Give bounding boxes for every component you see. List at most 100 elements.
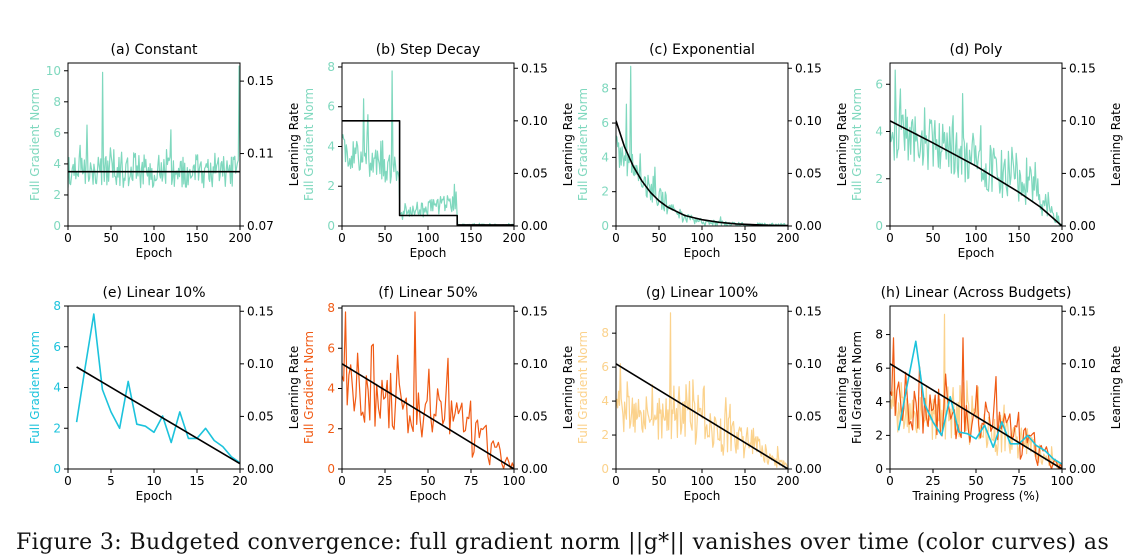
x-tick-label: 50 — [103, 231, 118, 245]
y-tick-label: 8 — [53, 299, 61, 313]
x-tick-label: 100 — [691, 474, 714, 488]
y-tick-label: 2 — [601, 185, 609, 199]
plot-area — [75, 313, 240, 465]
y2-tick-label: 0.05 — [247, 409, 274, 423]
x-tick-label: 75 — [1011, 474, 1026, 488]
y-tick-label: 6 — [53, 126, 61, 140]
x-tick-label: 0 — [338, 474, 346, 488]
y-tick-label: 4 — [875, 125, 883, 139]
y2-tick-label: 0.15 — [795, 61, 822, 75]
gradient-norm-line — [890, 69, 1062, 226]
x-tick-label: 150 — [734, 231, 757, 245]
y2-tick-label: 0.15 — [521, 304, 548, 318]
y-axis-label: Full Gradient Norm — [302, 331, 316, 444]
x-tick-label: 75 — [463, 474, 478, 488]
axes-frame — [67, 305, 241, 470]
y-tick-label: 0 — [875, 462, 883, 476]
y-tick-label: 2 — [875, 172, 883, 186]
chart-title: (c) Exponential — [649, 42, 755, 58]
x-axis-label: Epoch — [136, 246, 173, 260]
x-tick-label: 100 — [965, 231, 988, 245]
plot-area — [342, 311, 514, 469]
learning-rate-line — [342, 120, 514, 226]
x-axis-label: Epoch — [410, 246, 447, 260]
chart-title: (a) Constant — [111, 42, 198, 58]
plot-area — [890, 69, 1062, 226]
y-tick-label: 2 — [327, 422, 335, 436]
subplot-e: (e) Linear 10% 0 5 10 15 20 Epoch 0 2 4 6 8 Full Gra… — [28, 285, 301, 503]
y-tick-label: 0 — [53, 219, 61, 233]
y2-tick-label: 0.05 — [1069, 409, 1096, 423]
x-tick-label: 0 — [64, 231, 72, 245]
y-tick-label: 2 — [875, 428, 883, 442]
subplot-a: (a) Constant 0 50 100 150 200 Epoch 0 2 4 6 8 10 Full… — [28, 42, 301, 260]
x-tick-label: 25 — [377, 474, 392, 488]
x-tick-label: 150 — [186, 231, 209, 245]
y2-tick-label: 0.05 — [795, 166, 822, 180]
y2-tick-label: 0.00 — [247, 462, 274, 476]
learning-rate-line — [616, 363, 788, 469]
y-tick-label: 8 — [327, 60, 335, 74]
y-tick-label: 2 — [327, 179, 335, 193]
y-tick-label: 2 — [53, 188, 61, 202]
y2-axis-label: Learning Rate — [1109, 103, 1123, 186]
y2-tick-label: 0.00 — [795, 462, 822, 476]
axes-frame — [615, 305, 789, 470]
y2-tick-label: 0.10 — [1069, 357, 1096, 371]
y-axis-label: Full Gradient Norm — [28, 331, 42, 444]
x-tick-label: 0 — [612, 231, 620, 245]
x-tick-label: 150 — [734, 474, 757, 488]
y2-tick-label: 0.10 — [521, 114, 548, 128]
y-axis-label: Full Gradient Norm — [850, 88, 864, 201]
y-tick-label: 8 — [601, 326, 609, 340]
gradient-norm-line — [890, 313, 1062, 469]
y2-axis-label: Learning Rate — [561, 346, 575, 429]
chart-title: (g) Linear 100% — [646, 285, 758, 301]
y2-tick-label: 0.05 — [1069, 166, 1096, 180]
y2-tick-label: 0.15 — [247, 74, 274, 88]
y2-tick-label: 0.05 — [521, 166, 548, 180]
y2-tick-label: 0.15 — [247, 304, 274, 318]
y2-tick-label: 0.05 — [521, 409, 548, 423]
y2-tick-label: 0.05 — [795, 409, 822, 423]
chart-title: (d) Poly — [950, 42, 1003, 58]
y-tick-label: 6 — [601, 116, 609, 130]
gradient-norm-line — [68, 65, 240, 189]
y-axis-label: Full Gradient Norm — [28, 88, 42, 201]
x-axis-label: Epoch — [136, 489, 173, 503]
y-tick-label: 0 — [601, 462, 609, 476]
x-axis-label: Epoch — [684, 246, 721, 260]
y2-tick-label: 0.00 — [1069, 219, 1096, 233]
x-tick-label: 100 — [503, 474, 526, 488]
y-axis-label: Full Gradient Norm — [576, 331, 590, 444]
y-tick-label: 6 — [875, 361, 883, 375]
y2-tick-label: 0.11 — [247, 147, 274, 161]
gradient-norm-line — [897, 340, 1062, 465]
x-tick-label: 50 — [925, 231, 940, 245]
y-axis-label: Full Gradient Norm — [576, 88, 590, 201]
learning-rate-line — [342, 363, 514, 469]
learning-rate-line — [76, 366, 240, 465]
x-tick-label: 20 — [232, 474, 247, 488]
x-tick-label: 150 — [1008, 231, 1031, 245]
subplot-b: (b) Step Decay 0 50 100 150 200 Epoch 0 2 4 6 8 Full… — [302, 42, 575, 260]
plot-area — [890, 313, 1062, 469]
x-axis-label: Training Progress (%) — [912, 489, 1040, 503]
x-tick-label: 100 — [417, 231, 440, 245]
x-tick-label: 200 — [229, 231, 252, 245]
x-tick-label: 10 — [146, 474, 161, 488]
y2-tick-label: 0.15 — [795, 304, 822, 318]
y2-axis-label: Learning Rate — [835, 103, 849, 186]
y-axis-label: Full Gradient Norm — [850, 331, 864, 444]
y2-tick-label: 0.07 — [247, 219, 274, 233]
axes-frame — [615, 62, 789, 227]
y-tick-label: 4 — [601, 150, 609, 164]
y2-axis-label: Learning Rate — [561, 103, 575, 186]
x-tick-label: 0 — [64, 474, 72, 488]
x-tick-label: 5 — [107, 474, 115, 488]
x-tick-label: 50 — [420, 474, 435, 488]
chart-title: (b) Step Decay — [376, 42, 481, 58]
x-tick-label: 25 — [925, 474, 940, 488]
x-tick-label: 200 — [777, 474, 800, 488]
